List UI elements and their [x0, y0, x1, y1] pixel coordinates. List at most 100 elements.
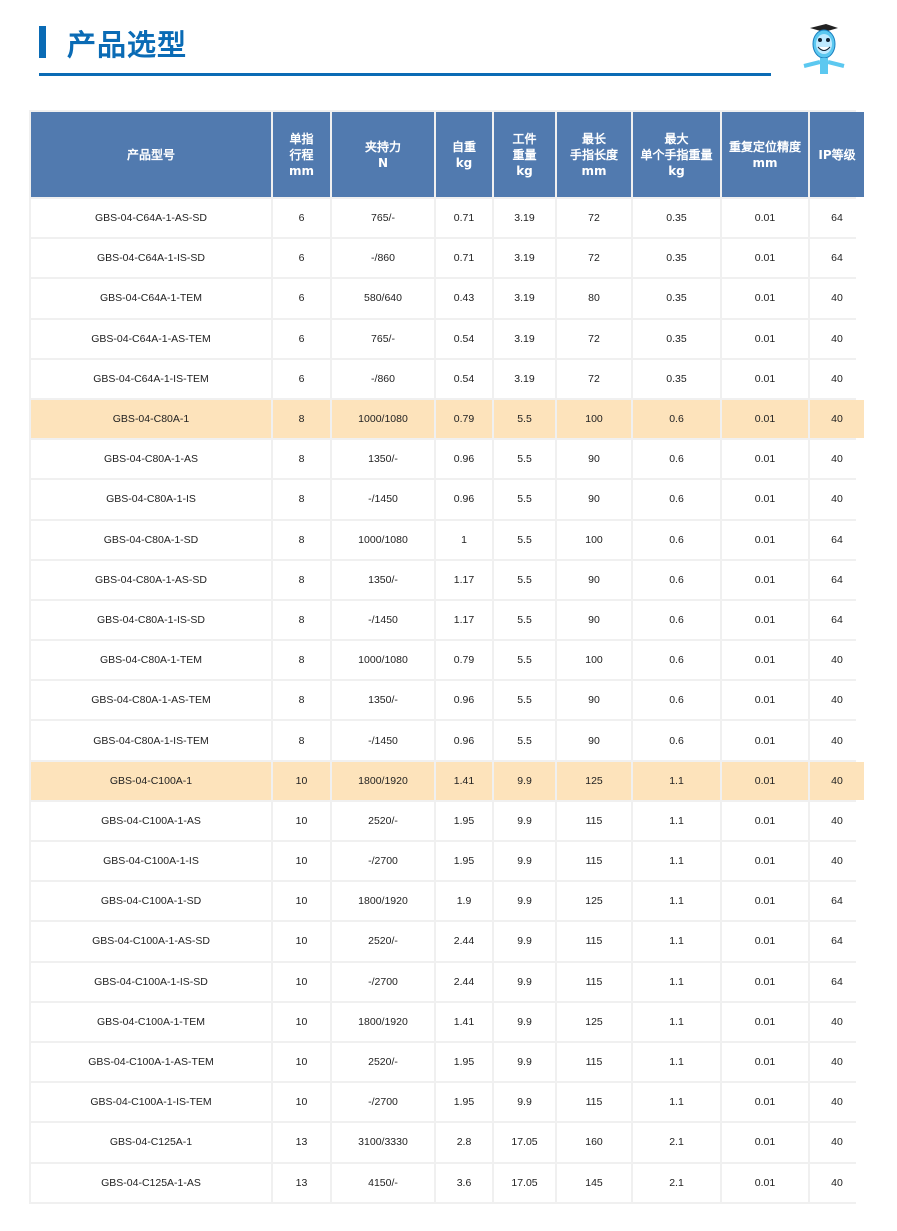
- table-cell: 72: [557, 239, 631, 278]
- table-cell: 8: [273, 641, 330, 680]
- column-header: 最大 单个手指重量 kg: [633, 112, 720, 197]
- table-cell: 0.35: [633, 199, 720, 238]
- table-cell: 0.6: [633, 721, 720, 760]
- table-cell: 0.6: [633, 560, 720, 599]
- table-cell: 0.6: [633, 600, 720, 640]
- table-cell: 3.19: [494, 359, 555, 398]
- table-cell: 115: [557, 962, 631, 1001]
- table-cell: 5.5: [494, 600, 555, 640]
- table-cell: 72: [557, 359, 631, 398]
- table-cell: 1800/1920: [332, 1002, 434, 1041]
- table-cell: 1.1: [633, 1002, 720, 1041]
- table-cell: 1000/1080: [332, 399, 434, 439]
- table-cell: 1.1: [633, 922, 720, 961]
- table-cell: 1800/1920: [332, 882, 434, 921]
- table-cell: 3.19: [494, 199, 555, 238]
- table-cell: 0.01: [722, 279, 808, 318]
- table-cell: 3100/3330: [332, 1123, 434, 1162]
- table-cell: 1000/1080: [332, 641, 434, 680]
- table-cell: 90: [557, 560, 631, 599]
- table-row: GBS-04-C100A-1-IS-SD 10 -/2700 2.44 9.9 115 1.…: [31, 962, 864, 1001]
- table-cell: GBS-04-C64A-1-IS-SD: [31, 239, 271, 278]
- table-cell: 6: [273, 359, 330, 398]
- table-cell: 145: [557, 1163, 631, 1202]
- table-cell: 64: [810, 922, 864, 961]
- table-cell: 6: [273, 279, 330, 318]
- table-cell: 3.19: [494, 279, 555, 318]
- table-cell: 0.79: [436, 399, 492, 439]
- table-cell: 0.54: [436, 359, 492, 398]
- table-cell: 40: [810, 1042, 864, 1082]
- table-cell: 5.5: [494, 721, 555, 760]
- table-cell: 0.01: [722, 1083, 808, 1122]
- table-cell: GBS-04-C80A-1-TEM: [31, 641, 271, 680]
- table-cell: GBS-04-C64A-1-AS-TEM: [31, 319, 271, 358]
- table-cell: 0.01: [722, 681, 808, 720]
- table-cell: 64: [810, 520, 864, 559]
- table-cell: 2.44: [436, 962, 492, 1001]
- table-cell: GBS-04-C80A-1-AS-SD: [31, 560, 271, 599]
- table-cell: GBS-04-C80A-1-IS: [31, 480, 271, 519]
- table-cell: 40: [810, 681, 864, 720]
- table-cell: 40: [810, 279, 864, 318]
- table-cell: 90: [557, 440, 631, 479]
- table-cell: 4150/-: [332, 1163, 434, 1202]
- table-row: GBS-04-C64A-1-IS-SD 6 -/860 0.71 3.19 72 0.35 0…: [31, 239, 864, 278]
- table-cell: 90: [557, 480, 631, 519]
- table-cell: GBS-04-C64A-1-IS-TEM: [31, 359, 271, 398]
- table-cell: 100: [557, 520, 631, 559]
- table-cell: 5.5: [494, 480, 555, 519]
- table-row: GBS-04-C100A-1-IS 10 -/2700 1.95 9.9 115 1.1 0.…: [31, 842, 864, 881]
- table-cell: GBS-04-C80A-1: [31, 399, 271, 439]
- table-cell: 8: [273, 600, 330, 640]
- table-cell: -/2700: [332, 1083, 434, 1122]
- table-cell: 40: [810, 721, 864, 760]
- table-row: GBS-04-C64A-1-AS-SD 6 765/- 0.71 3.19 72 0.35 0…: [31, 199, 864, 238]
- table-cell: 3.6: [436, 1163, 492, 1202]
- table-cell: 0.01: [722, 399, 808, 439]
- table-cell: 72: [557, 319, 631, 358]
- page-title: 产品选型: [67, 28, 188, 62]
- table-cell: 64: [810, 962, 864, 1001]
- table-cell: 1.1: [633, 1042, 720, 1082]
- table-row: GBS-04-C100A-1-IS-TEM 10 -/2700 1.95 9.9 115 1…: [31, 1083, 864, 1122]
- table-row: GBS-04-C80A-1-IS-TEM 8 -/1450 0.96 5.5 90 0.6 0…: [31, 721, 864, 760]
- table-cell: 1.1: [633, 801, 720, 840]
- table-row: GBS-04-C80A-1-AS-TEM 8 1350/- 0.96 5.5 90 0.6 0…: [31, 681, 864, 720]
- column-header: 单指 行程 mm: [273, 112, 330, 197]
- table-cell: 0.35: [633, 279, 720, 318]
- table-row: GBS-04-C100A-1-AS-SD 10 2520/- 2.44 9.9 115 1.…: [31, 922, 864, 961]
- table-cell: -/2700: [332, 962, 434, 1001]
- table-cell: 3.19: [494, 319, 555, 358]
- table-cell: GBS-04-C80A-1-SD: [31, 520, 271, 559]
- table-cell: 125: [557, 882, 631, 921]
- table-cell: GBS-04-C100A-1-SD: [31, 882, 271, 921]
- table-cell: 1.95: [436, 801, 492, 840]
- table-cell: GBS-04-C100A-1-IS-TEM: [31, 1083, 271, 1122]
- table-cell: 40: [810, 761, 864, 800]
- table-row: GBS-04-C100A-1-TEM 10 1800/1920 1.41 9.9 125 1…: [31, 1002, 864, 1041]
- table-cell: GBS-04-C100A-1-AS-TEM: [31, 1042, 271, 1082]
- table-cell: GBS-04-C80A-1-IS-SD: [31, 600, 271, 640]
- table-cell: GBS-04-C80A-1-AS-TEM: [31, 681, 271, 720]
- table-cell: 9.9: [494, 1042, 555, 1082]
- title-accent-bar: [39, 26, 46, 58]
- table-cell: 0.01: [722, 922, 808, 961]
- table-row: GBS-04-C80A-1-SD 8 1000/1080 1 5.5 100 0.6 0.01…: [31, 520, 864, 559]
- table-cell: 9.9: [494, 1083, 555, 1122]
- table-cell: 8: [273, 440, 330, 479]
- table-cell: 8: [273, 480, 330, 519]
- table-cell: -/1450: [332, 480, 434, 519]
- column-header: 夹持力 N: [332, 112, 434, 197]
- table-row: GBS-04-C80A-1-AS 8 1350/- 0.96 5.5 90 0.6 0.01 4…: [31, 440, 864, 479]
- table-cell: 6: [273, 239, 330, 278]
- table-row: GBS-04-C64A-1-IS-TEM 6 -/860 0.54 3.19 72 0.35…: [31, 359, 864, 398]
- table-cell: 5.5: [494, 560, 555, 599]
- table-cell: 80: [557, 279, 631, 318]
- table-cell: 1350/-: [332, 681, 434, 720]
- table-cell: 8: [273, 560, 330, 599]
- table-cell: 0.79: [436, 641, 492, 680]
- table-cell: 2520/-: [332, 1042, 434, 1082]
- table-cell: 100: [557, 399, 631, 439]
- table-row: GBS-04-C100A-1-AS 10 2520/- 1.95 9.9 115 1.1 0.…: [31, 801, 864, 840]
